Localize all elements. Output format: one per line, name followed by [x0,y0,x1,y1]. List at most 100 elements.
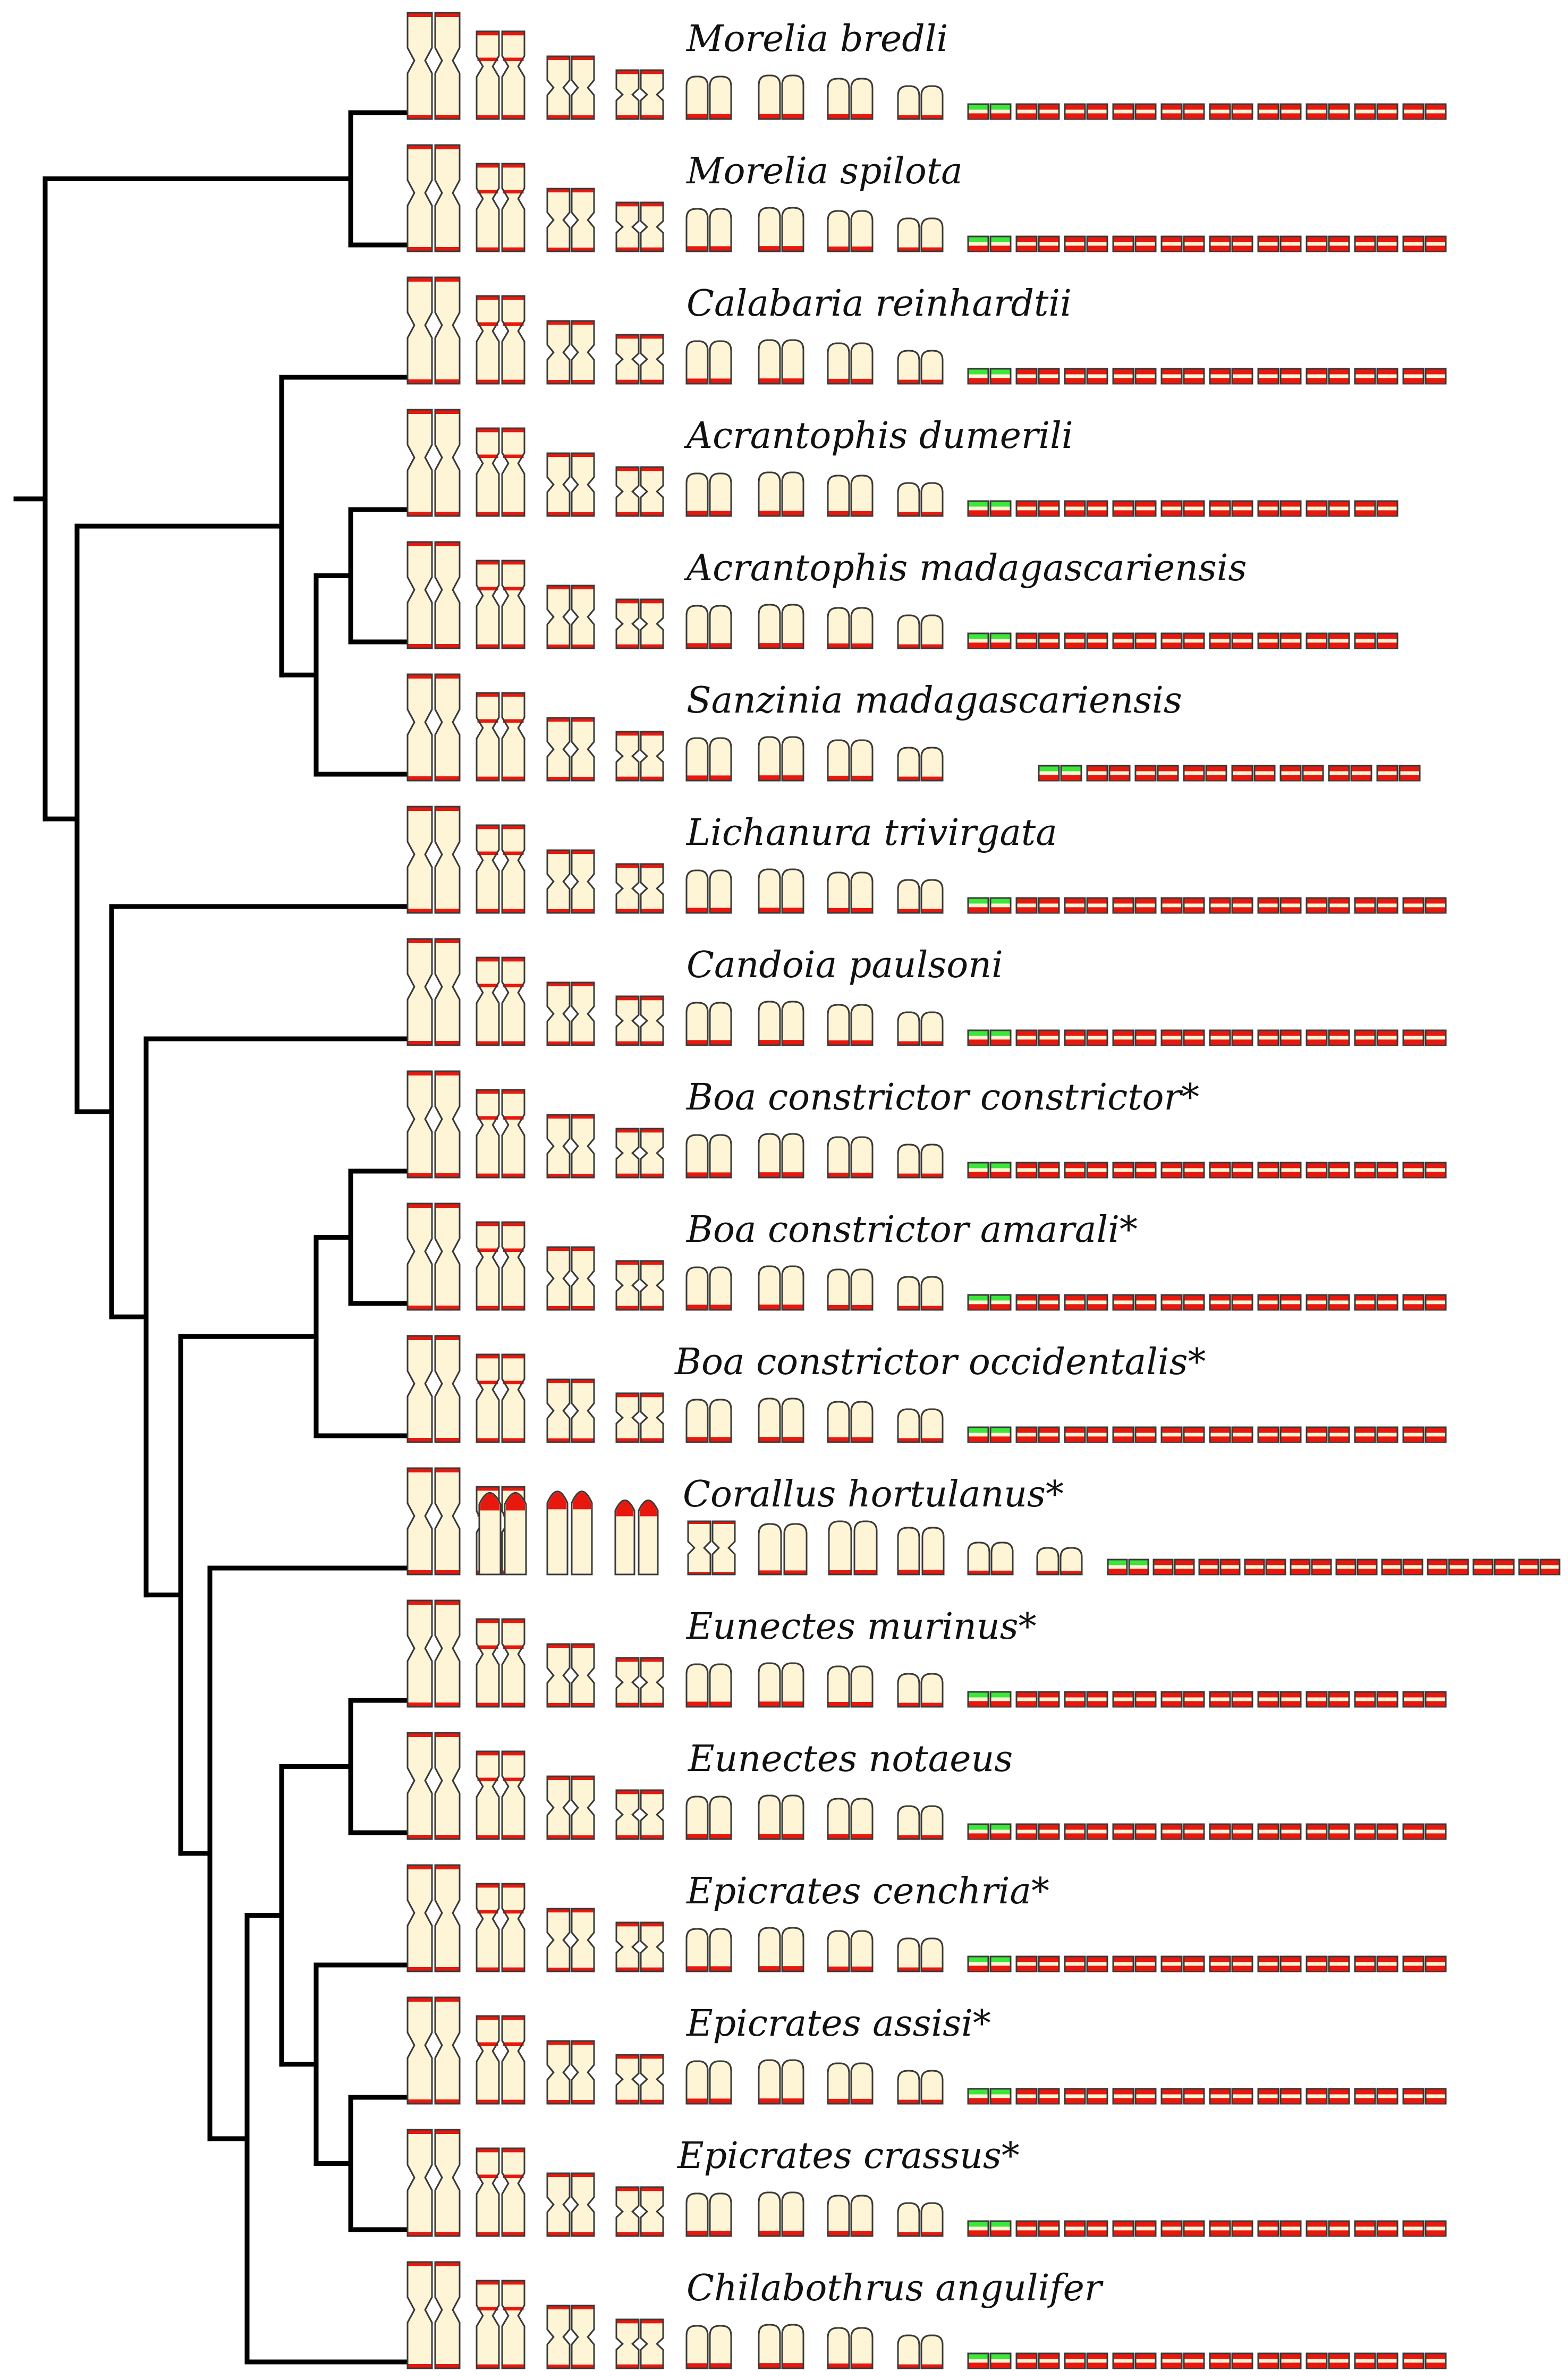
chromosome-band [548,512,569,516]
chromosome [827,78,850,120]
microchromosome [1328,2220,1350,2237]
chromosome-body [615,466,640,517]
chromosome-band [783,246,803,251]
microchromosome [1257,1823,1279,1840]
chromosome-band [687,775,707,781]
chromosome-band [617,1835,638,1839]
chromosome-band [503,825,524,829]
chromosome-band [759,1701,779,1707]
chromosome-body [850,1268,874,1311]
chromosome-band [852,2231,872,2236]
chromosome [920,482,944,517]
microchromosome [1209,368,1231,385]
microchromosome [1257,1955,1279,1972]
chromosome-band [436,939,459,943]
chromosome-band [687,2098,707,2104]
chromosome-band [503,2307,524,2311]
microchromosome [1279,2352,1302,2369]
chromosome-body [685,2325,709,2369]
chromosome-band [477,1306,498,1310]
chromosome [501,560,526,649]
chromosome-body [501,1221,526,1311]
microchromosome [1306,500,1328,517]
chromosome-body [571,1643,595,1708]
chromosome-band [572,1776,594,1781]
microchromosome [1306,2352,1328,2369]
chromosome-band [828,1172,849,1178]
chromosome [476,560,500,649]
chromosome-band [641,202,663,207]
chromosome [685,1663,709,1708]
chromosome-band [408,1173,431,1178]
chromosome-body [758,736,781,782]
chromosome [781,2324,804,2369]
microchromosome [1183,765,1205,782]
chromosome-body [758,1133,781,1179]
chromosome-band [710,1834,731,1839]
chromosome-band [783,1834,803,1839]
chromosome-band [477,1222,498,1226]
chromosome-band [617,1922,638,1927]
chromosome [827,1136,850,1179]
chromosome [758,74,781,120]
chromosome-band [408,247,431,251]
microchromosome [1350,765,1372,782]
chromosome-body [571,2172,595,2237]
chromosome [406,1732,433,1840]
chromosome-body [897,879,920,914]
chromosome-band [408,1204,431,1208]
microchromosome [1064,500,1086,517]
chromosome-band [855,1570,876,1574]
chromosome-band [899,1570,919,1574]
chromosome [571,1775,595,1840]
microchromosome [1402,2220,1425,2237]
chromosome-body [758,2324,781,2369]
chromosome-band [408,13,431,17]
microchromosome [1134,1294,1157,1311]
chromosome-band [641,996,663,1001]
microchromosome [1328,103,1350,120]
chromosome [640,863,664,914]
chromosome [434,806,461,914]
karyotype-row [406,806,1447,914]
chromosome-band [436,1041,459,1045]
chromosome-body [685,1663,709,1708]
chromosome-band [548,1379,569,1384]
species-label: Morelia spilota [685,150,963,192]
chromosome-body [921,1527,945,1576]
chromosome-band [710,643,731,648]
microchromosome [1134,765,1157,782]
chromosome-band [899,2099,919,2104]
chromosome [897,85,920,120]
chromosome-band [503,958,524,962]
microchromosome [1231,1029,1253,1046]
chromosome-band [759,1834,779,1839]
chromosome-band [408,1997,431,2002]
chromosome-body [571,1775,595,1840]
microchromosome [1134,2088,1157,2105]
microchromosome [1311,1559,1332,1576]
chromosome [709,340,732,385]
chromosome-band [783,114,803,119]
microchromosome [1231,632,1253,649]
chromosome-band [617,247,638,251]
chromosome-body [781,868,804,914]
chromosome-band [922,1041,942,1045]
microchromosome [1328,632,1350,649]
chromosome-band [617,1129,638,1133]
chromosome [685,1002,709,1046]
chromosome-band [503,322,524,326]
chromosome-band [617,202,638,207]
chromosome [546,55,571,120]
chromosome-band [503,1354,524,1359]
species-label: Acrantophis madagascariensis [683,547,1247,589]
microchromosome [1015,103,1038,120]
chromosome [476,30,500,120]
chromosome-body [758,1794,781,1840]
chromosome-band [477,1173,498,1178]
chromosome-band [503,1248,524,1252]
chromosome-body [850,475,874,517]
chromosome-band [641,70,663,74]
chromosome-body [897,1805,920,1840]
chromosome-band [641,1261,663,1265]
